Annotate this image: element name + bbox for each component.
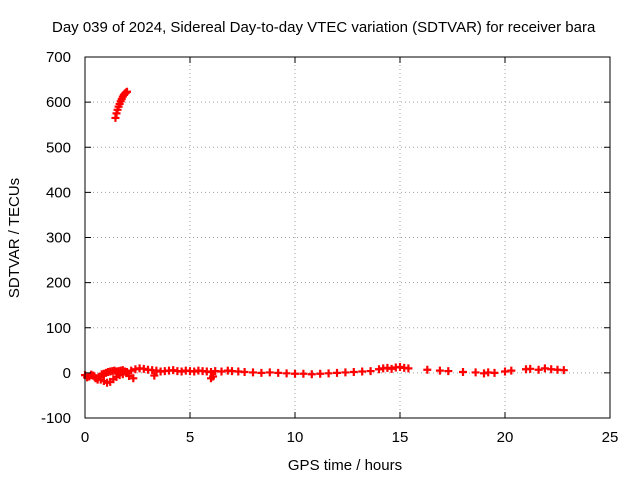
x-tick-label: 5 — [186, 429, 194, 446]
data-point — [240, 367, 249, 376]
data-point — [459, 367, 467, 376]
y-tick-label: -100 — [41, 410, 71, 427]
data-point — [387, 364, 396, 373]
data-point — [435, 366, 444, 375]
data-point — [129, 374, 138, 383]
series-main-track — [81, 363, 568, 384]
data-point — [282, 369, 291, 378]
x-tick-label: 15 — [392, 429, 409, 446]
data-point — [324, 369, 333, 378]
plot-frame — [84, 56, 611, 419]
data-point — [507, 366, 516, 375]
data-point — [125, 372, 134, 381]
series-early-high-segment — [111, 87, 131, 122]
y-tick-label: 600 — [46, 94, 71, 111]
data-point — [423, 365, 432, 374]
data-point — [265, 368, 274, 377]
data-point — [366, 367, 375, 376]
data-point — [316, 369, 325, 378]
data-point — [123, 367, 131, 376]
y-tick-label: 300 — [46, 230, 71, 247]
grid-lines — [85, 57, 610, 418]
x-axis-label: GPS time / hours — [288, 457, 402, 474]
chart-title: Day 039 of 2024, Sidereal Day-to-day VTE… — [52, 19, 596, 36]
data-point — [559, 366, 568, 375]
x-tick-label: 20 — [497, 429, 514, 446]
axis-ticks: 0 5 10 15 20 25 -100 0 100 200 300 400 500 600 700 — [41, 49, 618, 446]
data-point — [404, 364, 413, 373]
x-tick-label: 10 — [287, 429, 304, 446]
data-point — [118, 370, 127, 379]
data-point — [534, 365, 543, 374]
data-point — [209, 372, 218, 381]
data-point — [150, 371, 159, 380]
y-tick-label: 700 — [46, 49, 71, 66]
data-point — [349, 367, 358, 376]
data-point — [307, 370, 316, 379]
data-point — [123, 87, 131, 96]
data-point — [490, 368, 499, 377]
data-point — [471, 368, 480, 377]
data-point — [291, 369, 299, 378]
data-points — [81, 87, 568, 387]
series-dipping-branch — [87, 370, 218, 387]
y-tick-label: 500 — [46, 139, 71, 156]
data-point — [526, 364, 535, 373]
y-tick-label: 200 — [46, 275, 71, 292]
data-point — [444, 367, 453, 376]
y-axis-label: SDTVAR / TECUs — [6, 178, 23, 298]
data-point — [358, 367, 367, 376]
data-point — [333, 368, 341, 377]
x-tick-label: 0 — [81, 429, 89, 446]
data-point — [257, 368, 266, 377]
y-tick-label: 400 — [46, 184, 71, 201]
data-point — [299, 369, 308, 378]
y-tick-label: 0 — [63, 365, 71, 382]
y-tick-label: 100 — [46, 320, 71, 337]
x-tick-label: 25 — [602, 429, 619, 446]
data-point — [127, 366, 136, 375]
data-point — [341, 368, 350, 377]
data-point — [249, 368, 257, 377]
data-point — [274, 368, 283, 377]
